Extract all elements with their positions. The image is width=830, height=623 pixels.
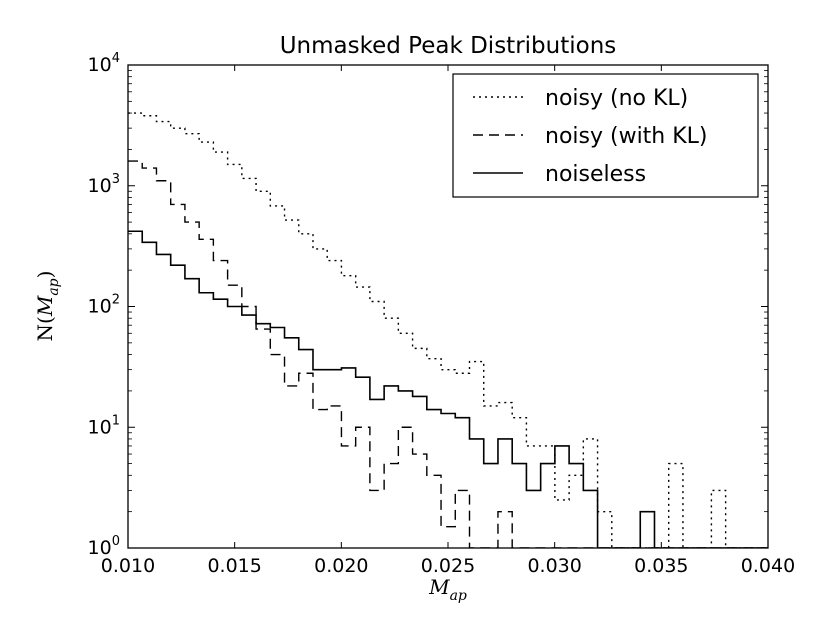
y-axis-label-main: M — [33, 295, 57, 317]
y-tick-label-exp-0: 0 — [112, 534, 120, 549]
x-tick-label-4: 0.030 — [527, 555, 581, 577]
y-tick-label-exp-3: 3 — [112, 172, 120, 187]
x-tick-label-2: 0.020 — [314, 555, 368, 577]
x-axis-label-main: M — [428, 575, 450, 599]
x-axis-label-sub: ap — [450, 588, 467, 604]
y-axis-label-suffix: ) — [33, 271, 57, 279]
y-tick-label-0: 100 — [88, 534, 120, 559]
y-axis-label-sub: ap — [46, 278, 62, 295]
y-tick-label-exp-2: 2 — [112, 293, 120, 308]
chart-title: Unmasked Peak Distributions — [280, 33, 617, 59]
x-axis: 0.010 0.015 0.020 0.025 0.030 0.035 0.040 — [101, 65, 795, 577]
x-axis-label: Map — [428, 575, 467, 604]
legend-frame — [452, 73, 759, 198]
series-line-2 — [128, 160, 768, 548]
y-tick-label-1: 101 — [88, 413, 120, 438]
y-tick-label-2: 102 — [88, 293, 120, 318]
series-line-3 — [128, 230, 768, 548]
x-tick-label-3: 0.025 — [421, 555, 475, 577]
y-tick-label-exp-4: 4 — [112, 51, 120, 66]
y-tick-label-base-2: 10 — [88, 296, 112, 318]
plot-area: 0.010 0.015 0.020 0.025 0.030 0.035 0.040 1001… — [88, 51, 796, 577]
y-tick-label-base-1: 10 — [88, 416, 112, 438]
y-axis-label: N(Map) — [33, 271, 62, 342]
y-tick-label-base-0: 10 — [88, 537, 112, 559]
legend-label-3: noiseless — [545, 162, 646, 187]
legend-label-2: noisy (with KL) — [545, 124, 708, 149]
x-tick-label-5: 0.035 — [634, 555, 688, 577]
series-layer — [128, 112, 768, 548]
x-tick-label-0: 0.010 — [101, 555, 155, 577]
y-tick-label-exp-1: 1 — [112, 413, 120, 428]
x-tick-label-1: 0.015 — [207, 555, 261, 577]
x-tick-label-6: 0.040 — [741, 555, 795, 577]
legend: noisy (no KL) noisy (with KL) noiseless — [452, 73, 759, 198]
y-tick-label-4: 104 — [88, 51, 120, 76]
y-axis-label-prefix: N( — [33, 316, 57, 341]
y-tick-label-base-3: 10 — [88, 175, 112, 197]
series-line-1 — [128, 112, 768, 548]
legend-label-1: noisy (no KL) — [545, 86, 688, 111]
y-tick-label-base-4: 10 — [88, 54, 112, 76]
y-tick-label-3: 103 — [88, 172, 120, 197]
